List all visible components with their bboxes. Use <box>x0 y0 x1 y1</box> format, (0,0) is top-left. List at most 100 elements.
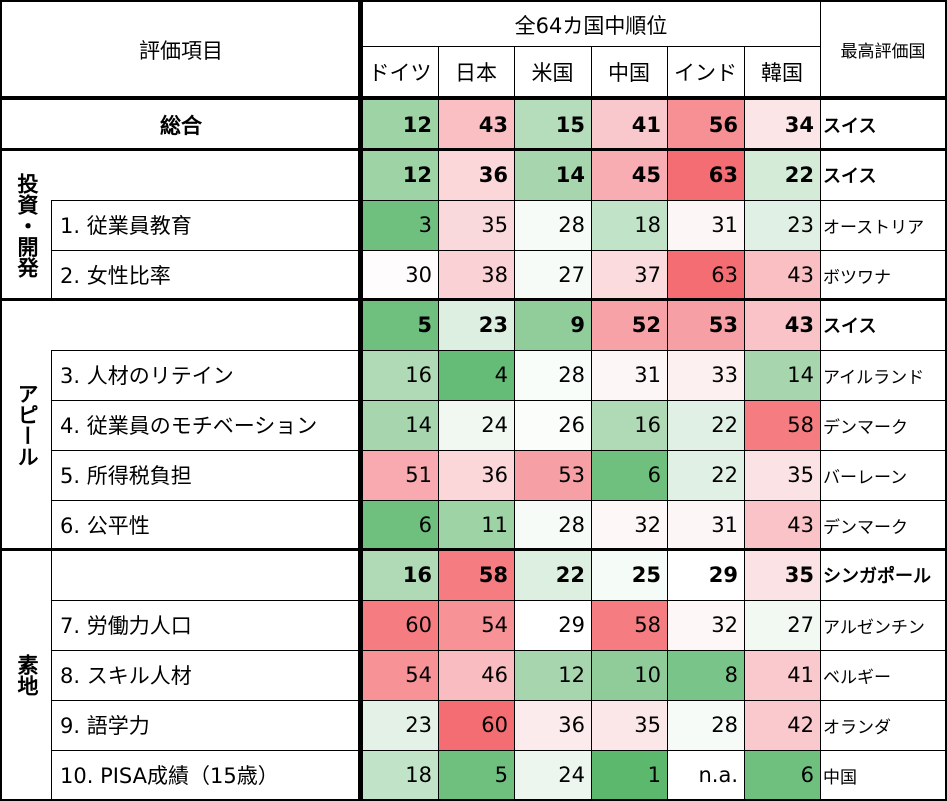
row-label: 5. 所得税負担 <box>60 464 192 488</box>
rank-cell: 43 <box>744 250 820 300</box>
rank-cell: 28 <box>667 700 744 750</box>
rank-cell: 43 <box>438 100 514 150</box>
rank-cell: 16 <box>591 400 667 450</box>
rank-cell: 8 <box>667 650 744 700</box>
rank-cell: 33 <box>667 350 744 400</box>
grid-line <box>0 96 947 100</box>
rank-cell: 36 <box>438 150 514 200</box>
rank-cell: 35 <box>744 550 820 600</box>
best-country: スイス <box>823 166 877 187</box>
rank-cell: 5 <box>438 750 514 800</box>
rank-cell: 15 <box>514 100 591 150</box>
grid-line <box>358 0 363 100</box>
header-country-korea: 韓国 <box>761 61 803 85</box>
rank-cell: 31 <box>591 350 667 400</box>
rank-cell: 58 <box>591 600 667 650</box>
rank-cell: 30 <box>362 250 438 300</box>
rank-cell: 58 <box>438 550 514 600</box>
rank-cell: 54 <box>362 650 438 700</box>
rank-cell: 42 <box>744 700 820 750</box>
rank-cell: 38 <box>438 250 514 300</box>
rank-cell: 16 <box>362 550 438 600</box>
grid-line <box>52 500 947 501</box>
rank-cell: 10 <box>591 650 667 700</box>
grid-line <box>52 250 947 251</box>
row-label: 9. 語学力 <box>60 714 150 738</box>
rank-cell: 16 <box>362 350 438 400</box>
row-label: 8. スキル人材 <box>60 664 192 688</box>
rank-cell: 63 <box>667 250 744 300</box>
rank-cell: 22 <box>744 150 820 200</box>
rank-cell: 12 <box>362 150 438 200</box>
row-label <box>52 150 360 200</box>
rank-cell: 4 <box>438 350 514 400</box>
best-country: シンガポール <box>823 566 931 587</box>
grid-line <box>0 0 947 2</box>
rank-cell: 51 <box>362 450 438 500</box>
best-country: 中国 <box>823 767 857 788</box>
grid-line <box>52 350 947 351</box>
rank-cell: 32 <box>591 500 667 550</box>
best-country: デンマーク <box>823 517 908 538</box>
rank-cell: 52 <box>591 300 667 350</box>
row-label: 7. 労働力人口 <box>60 614 192 638</box>
header-item-label: 評価項目 <box>139 38 223 63</box>
grid-line <box>438 47 439 97</box>
rank-cell: 54 <box>438 600 514 650</box>
rank-cell: 24 <box>438 400 514 450</box>
grid-line <box>52 700 947 701</box>
rank-cell: 3 <box>362 200 438 250</box>
row-label <box>52 550 360 600</box>
rank-cell: 11 <box>438 500 514 550</box>
rank-cell: 24 <box>514 750 591 800</box>
rank-cell: 9 <box>514 300 591 350</box>
rank-cell: 12 <box>514 650 591 700</box>
rank-cell: 34 <box>744 100 820 150</box>
row-label: 1. 従業員教育 <box>60 214 192 238</box>
rank-cell: 35 <box>744 450 820 500</box>
grid-line <box>0 799 947 801</box>
grid-line <box>667 47 668 97</box>
rank-cell: 14 <box>744 350 820 400</box>
rank-cell: 60 <box>362 600 438 650</box>
row-label: 10. PISA成績（15歳） <box>60 764 279 788</box>
header-group-label: 全64カ国中順位 <box>514 13 668 38</box>
rank-cell: 27 <box>744 600 820 650</box>
rank-cell: n.a. <box>667 750 744 800</box>
category-appeal: アピール <box>15 383 39 467</box>
rank-cell: 41 <box>744 650 820 700</box>
grid-line <box>744 47 745 97</box>
rank-cell: 18 <box>362 750 438 800</box>
rank-cell: 32 <box>667 600 744 650</box>
rank-cell: 29 <box>667 550 744 600</box>
rank-cell: 14 <box>514 150 591 200</box>
best-country: オランダ <box>823 717 891 738</box>
rank-cell: 23 <box>362 700 438 750</box>
best-country: スイス <box>823 316 877 337</box>
rank-cell: 6 <box>591 450 667 500</box>
rank-cell: 6 <box>362 500 438 550</box>
rank-cell: 36 <box>438 450 514 500</box>
rank-cell: 46 <box>438 650 514 700</box>
best-country: ベルギー <box>823 667 891 688</box>
rank-cell: 22 <box>667 400 744 450</box>
grid-line <box>0 548 947 551</box>
rank-cell: 31 <box>667 200 744 250</box>
category-investment: 投資・開発 <box>15 172 39 278</box>
rank-cell: 23 <box>438 300 514 350</box>
rank-cell: 63 <box>667 150 744 200</box>
rank-cell: 53 <box>514 450 591 500</box>
grid-line <box>51 200 52 300</box>
grid-line <box>51 350 52 800</box>
best-country: バーレーン <box>823 467 908 488</box>
rank-cell: 56 <box>667 100 744 150</box>
grid-line <box>0 0 2 801</box>
grid-line <box>52 200 947 201</box>
rank-cell: 28 <box>514 350 591 400</box>
row-label: 4. 従業員のモチベーション <box>60 414 318 438</box>
rank-cell: 58 <box>744 400 820 450</box>
rank-cell: 43 <box>744 500 820 550</box>
rank-cell: 28 <box>514 500 591 550</box>
grid-line <box>52 650 947 651</box>
